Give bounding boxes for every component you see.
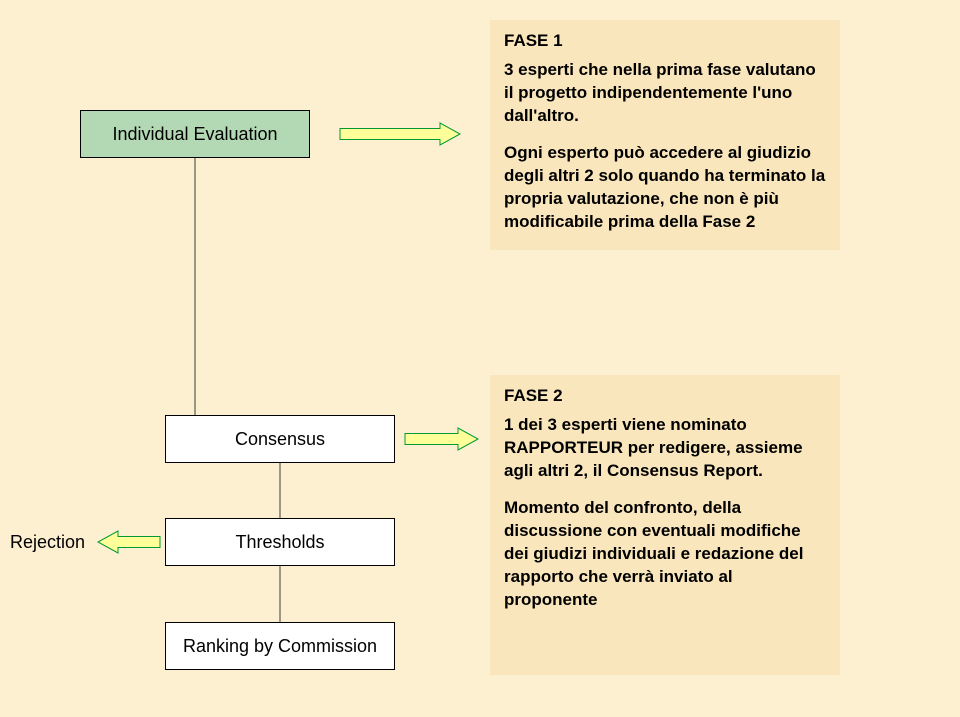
node-individual-label: Individual Evaluation xyxy=(112,124,277,145)
fase1-box: FASE 1 3 esperti che nella prima fase va… xyxy=(490,20,840,250)
rejection-label: Rejection xyxy=(10,532,85,553)
fase1-line1: 3 esperti che nella prima fase valutano … xyxy=(504,59,826,128)
node-thresholds-label: Thresholds xyxy=(235,532,324,553)
fase2-line2: Momento del confronto, della discussione… xyxy=(504,497,826,612)
fase2-box: FASE 2 1 dei 3 esperti viene nominato RA… xyxy=(490,375,840,675)
node-ranking-by-commission: Ranking by Commission xyxy=(165,622,395,670)
node-thresholds: Thresholds xyxy=(165,518,395,566)
fase1-line2: Ogni esperto può accedere al giudizio de… xyxy=(504,142,826,234)
node-consensus: Consensus xyxy=(165,415,395,463)
fase2-line1: 1 dei 3 esperti viene nominato RAPPORTEU… xyxy=(504,414,826,483)
fase1-title: FASE 1 xyxy=(504,30,826,53)
fase2-title: FASE 2 xyxy=(504,385,826,408)
node-consensus-label: Consensus xyxy=(235,429,325,450)
node-ranking-label: Ranking by Commission xyxy=(183,636,377,657)
node-individual-evaluation: Individual Evaluation xyxy=(80,110,310,158)
